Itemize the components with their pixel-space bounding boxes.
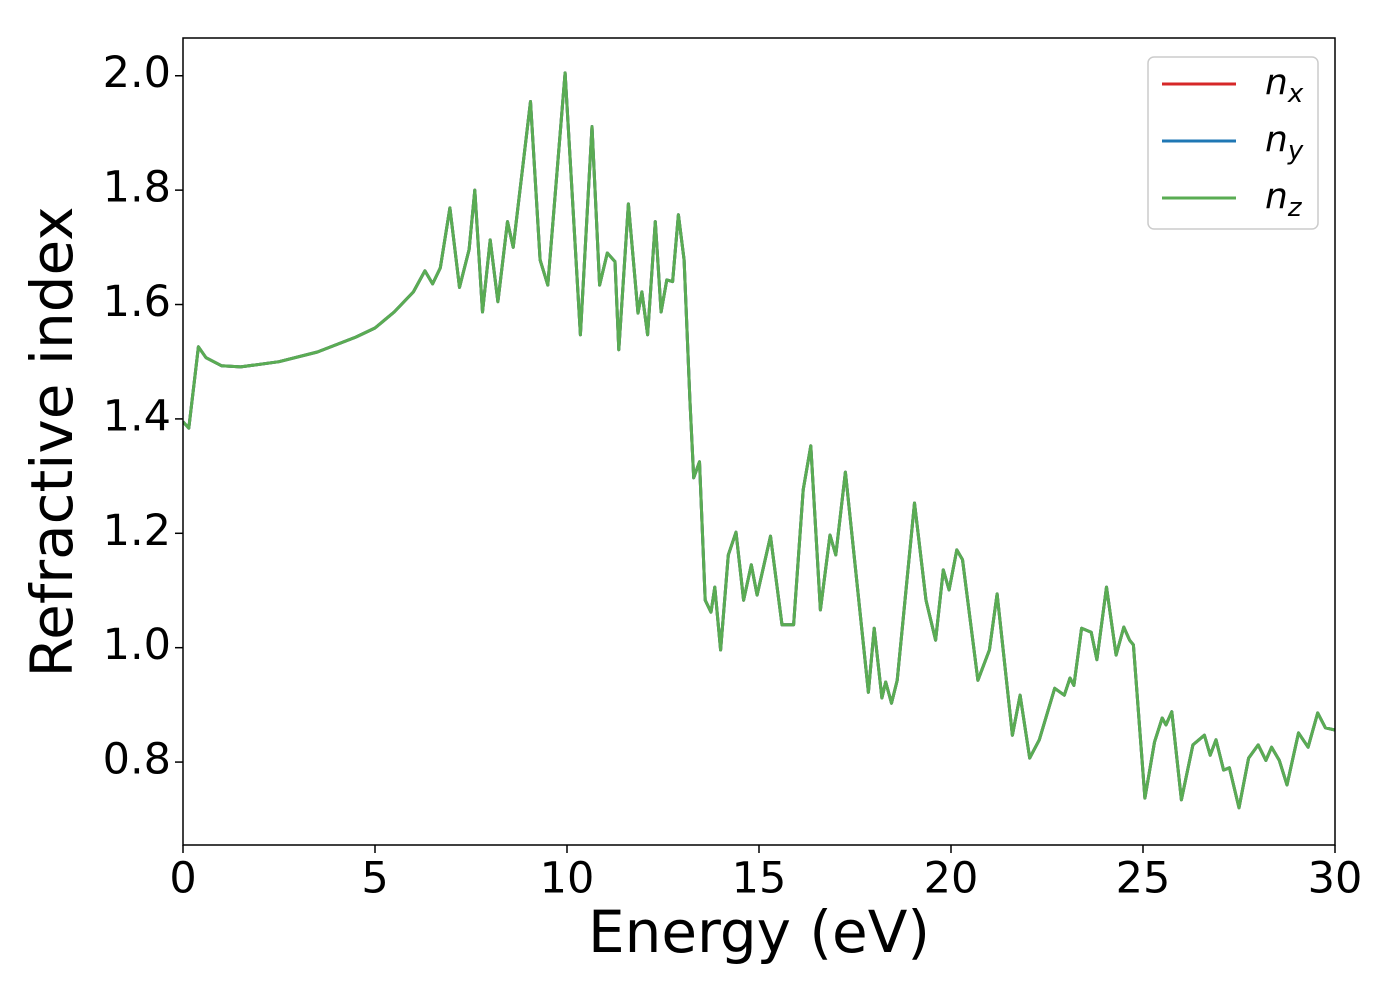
x-axis-label: Energy (eV)	[588, 898, 930, 966]
y-tick-label: 1.2	[103, 506, 171, 556]
x-tick-label: 30	[1308, 854, 1363, 904]
x-tick-label: 20	[924, 854, 979, 904]
legend-box	[1147, 56, 1319, 230]
x-tick-label: 5	[361, 854, 388, 904]
x-tick-label: 10	[540, 854, 595, 904]
y-tick-label: 1.0	[103, 620, 171, 670]
y-tick-label: 2.0	[103, 48, 171, 98]
x-tick-label: 25	[1116, 854, 1171, 904]
x-tick-label: 15	[732, 854, 787, 904]
y-tick-label: 0.8	[103, 735, 171, 785]
y-tick-label: 1.4	[103, 391, 171, 441]
x-tick-label: 0	[169, 854, 196, 904]
y-tick-label: 1.6	[103, 277, 171, 327]
legend-label: nz	[1265, 176, 1303, 223]
y-tick-label: 1.8	[103, 163, 171, 213]
plot-frame	[182, 37, 1336, 846]
y-axis-label: Refractive index	[18, 206, 86, 677]
series-line	[183, 71, 1335, 810]
